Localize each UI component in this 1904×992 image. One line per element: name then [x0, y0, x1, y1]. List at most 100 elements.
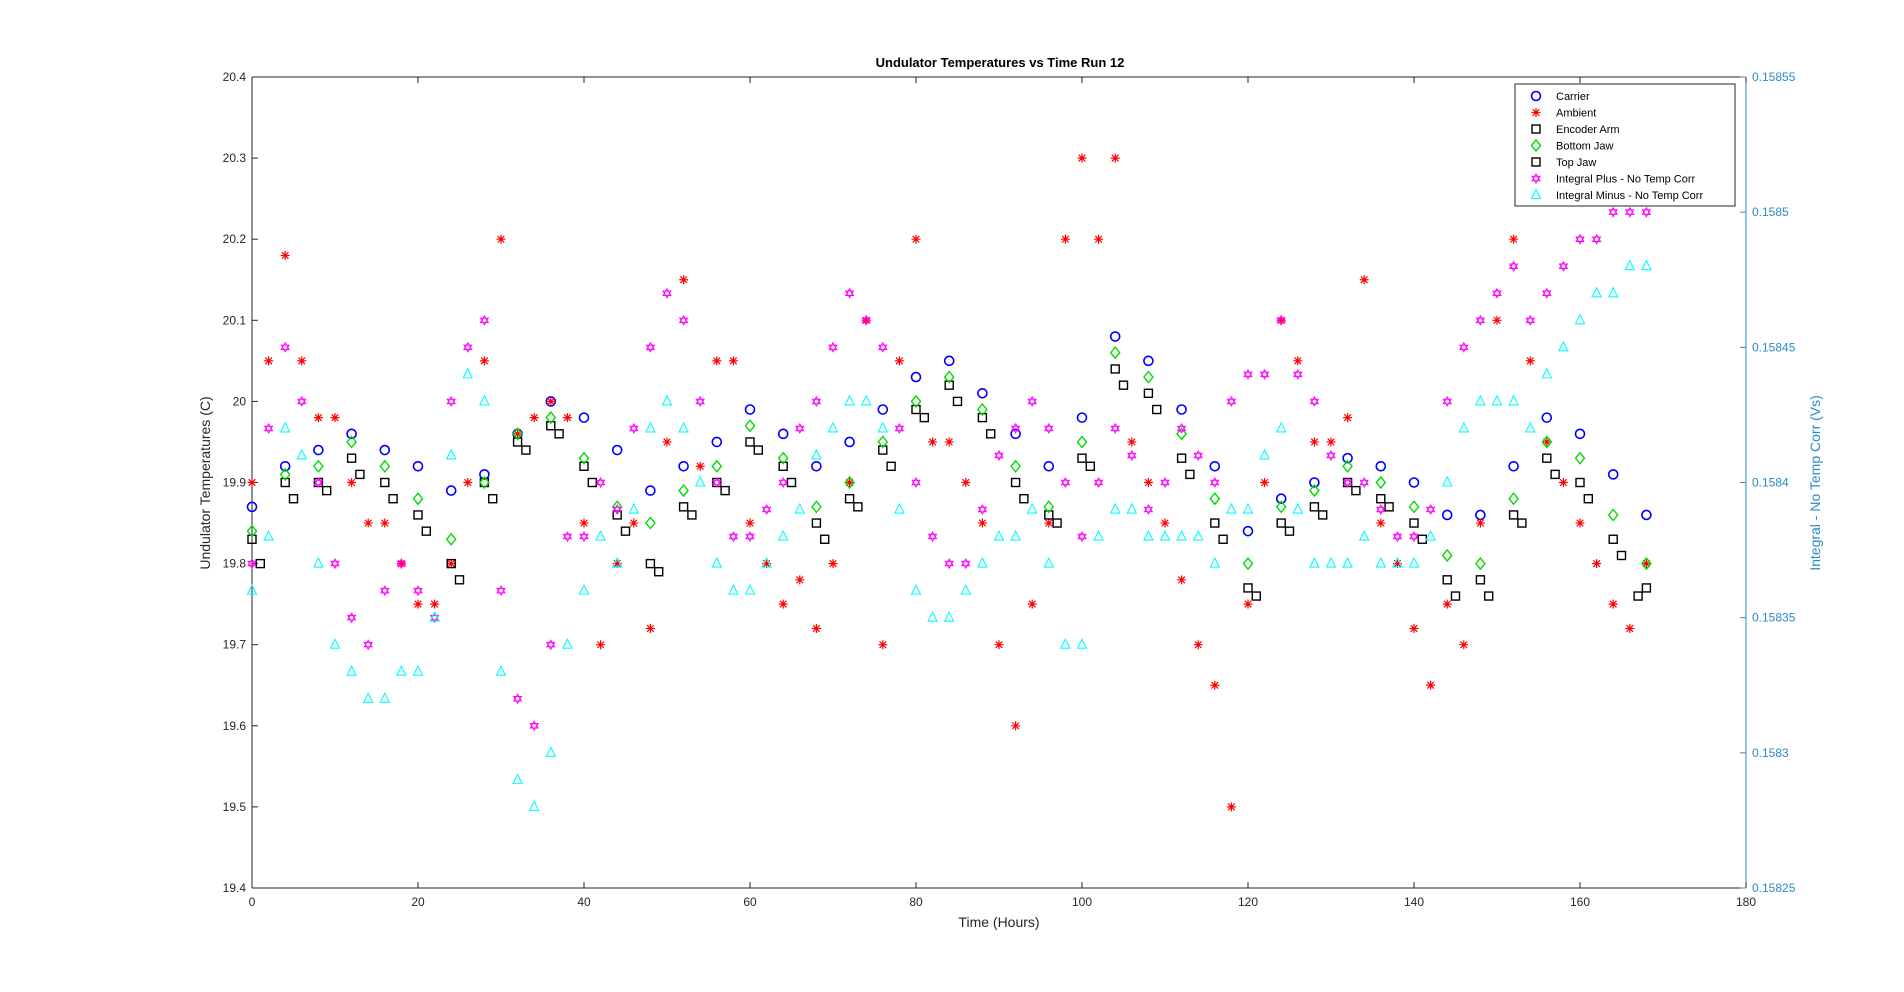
data-point: [644, 516, 656, 530]
data-point: [1193, 640, 1203, 650]
data-point-tri-up: [1359, 477, 1369, 486]
data-point: [1127, 450, 1137, 462]
data-point: [744, 583, 756, 595]
data-point: [795, 422, 805, 434]
data-point-tri-up: [761, 503, 772, 513]
data-point-tri-up: [1542, 287, 1552, 296]
data-point-tri-up: [1558, 260, 1569, 269]
data-point: [1143, 478, 1153, 487]
data-point: [578, 583, 590, 595]
data-point: [828, 341, 838, 353]
data-point-tri-up: [479, 314, 490, 324]
legend-label: Integral Minus - No Temp Corr: [1556, 190, 1703, 202]
data-point: [1275, 421, 1287, 433]
data-point: [943, 610, 955, 622]
data-point: [1243, 368, 1253, 380]
data-point: [611, 444, 623, 456]
data-point: [1110, 153, 1120, 163]
data-point-tri-up: [1409, 531, 1419, 540]
data-point: [279, 421, 291, 433]
data-point: [396, 559, 406, 569]
data-point: [1376, 503, 1386, 515]
data-point: [1574, 428, 1586, 440]
data-point: [1542, 453, 1552, 463]
data-point: [1375, 460, 1387, 472]
series-bottom-jaw: [246, 346, 1652, 571]
data-point: [844, 287, 855, 299]
data-point-tri-up: [1525, 314, 1535, 324]
data-point: [587, 477, 597, 488]
data-point: [728, 583, 739, 595]
data-point: [329, 637, 341, 649]
data-point: [1325, 556, 1337, 568]
data-point: [479, 356, 489, 366]
data-point-tri-up: [1442, 395, 1452, 405]
data-point: [1276, 315, 1286, 325]
data-point: [828, 559, 838, 569]
data-point: [1392, 556, 1403, 568]
data-point: [960, 583, 972, 595]
data-point: [1060, 637, 1071, 649]
data-point: [1483, 591, 1494, 601]
data-point: [977, 503, 988, 515]
data-point-tri-up: [911, 477, 921, 486]
data-point-tri-up: [1226, 395, 1237, 405]
data-point: [297, 395, 307, 407]
data-point: [1641, 559, 1651, 569]
data-point: [1342, 452, 1353, 464]
data-point: [1010, 477, 1021, 488]
data-point: [1127, 437, 1137, 447]
data-point: [1093, 529, 1104, 541]
data-point: [379, 444, 391, 456]
data-point: [1010, 422, 1021, 434]
data-point: [1209, 556, 1221, 568]
data-point: [777, 529, 789, 541]
data-point: [478, 475, 490, 490]
legend-marker: [1531, 124, 1541, 134]
data-point: [952, 396, 963, 407]
data-point: [554, 429, 564, 439]
x-tick-label: 40: [577, 895, 591, 909]
data-point: [1608, 534, 1618, 544]
data-point: [362, 692, 374, 703]
data-point: [976, 402, 988, 417]
data-point-tri-down: [446, 398, 456, 407]
data-point: [1060, 234, 1070, 244]
data-point: [844, 475, 856, 490]
data-point: [1550, 469, 1560, 480]
legend: Carrier Ambient Encoder Arm Bottom Jaw Top J…: [1514, 83, 1736, 207]
data-point-tri-up: [844, 287, 855, 296]
data-point: [910, 394, 922, 409]
data-point: [861, 315, 871, 325]
legend-label: Carrier: [1556, 91, 1590, 103]
x-tick-label: 20: [411, 895, 425, 909]
data-point: [355, 469, 365, 480]
x-axis-label: Time (Hours): [958, 914, 1039, 930]
data-point: [347, 478, 357, 487]
data-point: [1176, 529, 1187, 541]
data-point: [753, 445, 763, 455]
data-point: [1475, 509, 1486, 521]
data-point: [1293, 356, 1303, 366]
data-point-tri-up: [1259, 368, 1270, 378]
data-point: [645, 623, 655, 633]
data-point: [762, 559, 772, 569]
data-point: [961, 558, 971, 570]
data-point: [993, 529, 1005, 541]
data-point-tri-up: [363, 639, 373, 648]
data-point: [346, 435, 358, 449]
y-tick-label: 20.3: [223, 151, 247, 165]
legend-box: [1514, 83, 1736, 207]
data-point-tri-down: [1525, 317, 1535, 326]
data-point: [1176, 453, 1187, 463]
data-point-tri-down: [1110, 425, 1120, 434]
data-point: [1342, 477, 1353, 489]
data-point-tri-up: [1608, 206, 1618, 215]
data-point: [1193, 450, 1203, 462]
data-point: [1575, 477, 1585, 488]
data-point: [578, 412, 590, 423]
data-point: [1044, 422, 1054, 434]
data-point-tri-down: [1259, 371, 1270, 380]
data-point: [579, 518, 589, 528]
data-point-tri-up: [977, 503, 988, 513]
